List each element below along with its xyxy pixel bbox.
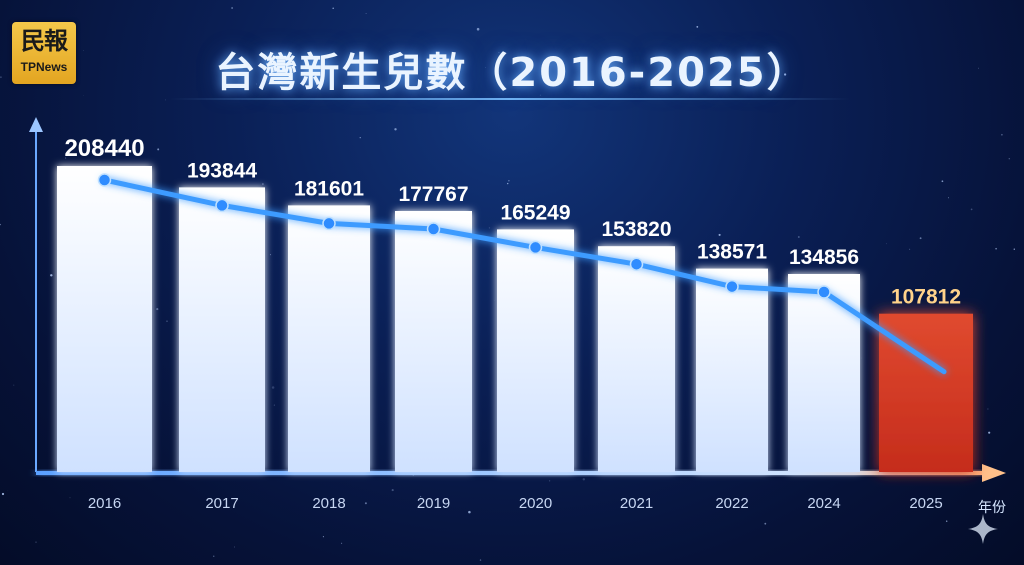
- bar-2022: [696, 268, 768, 472]
- trend-point-2016: [97, 173, 112, 187]
- data-label-2024: 134856: [789, 246, 859, 269]
- bar-2017: [179, 187, 265, 472]
- bar-2024: [788, 274, 860, 472]
- x-tick-2018: 2018: [312, 495, 345, 512]
- bar-2016: [57, 166, 152, 472]
- bar-2018: [288, 205, 370, 472]
- data-label-2021: 153820: [601, 218, 671, 241]
- x-tick-2025: 2025: [909, 495, 942, 512]
- title-underline: [170, 98, 850, 100]
- trend-point-2020: [528, 240, 543, 255]
- arrow-right-icon: [982, 464, 1006, 482]
- x-axis-label: 年份: [978, 500, 1006, 516]
- bar-2020: [497, 229, 574, 472]
- data-label-2018: 181601: [294, 177, 364, 200]
- x-tick-2022: 2022: [715, 495, 748, 512]
- data-label-2022: 138571: [697, 241, 767, 264]
- sparkle-icon: [968, 514, 998, 544]
- data-label-2016: 208440: [64, 135, 144, 162]
- trend-point-2018: [322, 216, 336, 231]
- x-axis: [36, 471, 984, 475]
- x-tick-2020: 2020: [519, 495, 552, 512]
- trend-point-2021: [629, 257, 644, 271]
- data-label-2019: 177767: [398, 183, 468, 206]
- bar-2021: [598, 246, 675, 472]
- data-label-2020: 165249: [500, 201, 570, 224]
- arrow-up-icon: [29, 117, 43, 132]
- x-tick-2024: 2024: [807, 495, 840, 512]
- x-tick-2016: 2016: [88, 495, 121, 512]
- trend-point-2024: [817, 285, 831, 299]
- logo-latin: TPNews: [20, 60, 68, 74]
- data-label-2025: 107812: [891, 286, 961, 309]
- tpnews-logo: 民報 TPNews: [12, 22, 76, 84]
- chart-title: 台灣新生兒數（2016-2025）: [215, 50, 809, 96]
- x-tick-2019: 2019: [417, 495, 450, 512]
- bar-2019: [395, 211, 472, 472]
- data-label-2017: 193844: [187, 159, 257, 182]
- x-tick-2017: 2017: [205, 495, 238, 512]
- logo-chinese: 民報: [21, 26, 68, 55]
- x-tick-2021: 2021: [620, 495, 653, 512]
- trend-point-2022: [725, 279, 739, 294]
- trend-point-2019: [426, 222, 441, 236]
- trend-point-2017: [215, 198, 229, 213]
